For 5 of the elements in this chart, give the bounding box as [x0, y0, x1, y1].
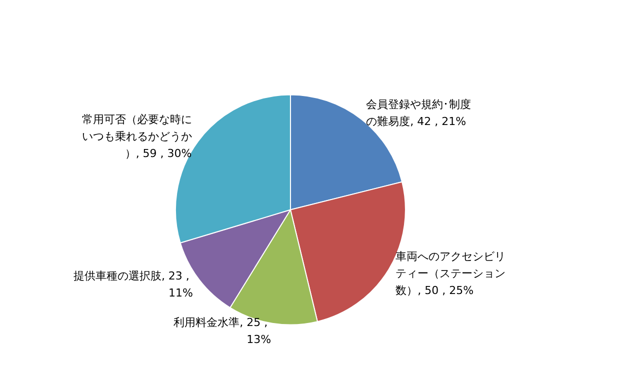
slice-label: 会員登録や規約･制度の難易度, 42 , 21%: [366, 98, 472, 128]
slice-label: 利用料金水準, 25 , 13%: [174, 316, 272, 346]
slice-label: 提供車種の選択肢, 23 , 11%: [73, 270, 193, 300]
slice-label: 常用可否（必要な時にいつも乗れるかどうか）, 59 , 30%: [82, 112, 192, 160]
slice-label: 車両へのアクセシビリティー（ステーション数）, 50 , 25%: [396, 250, 506, 297]
